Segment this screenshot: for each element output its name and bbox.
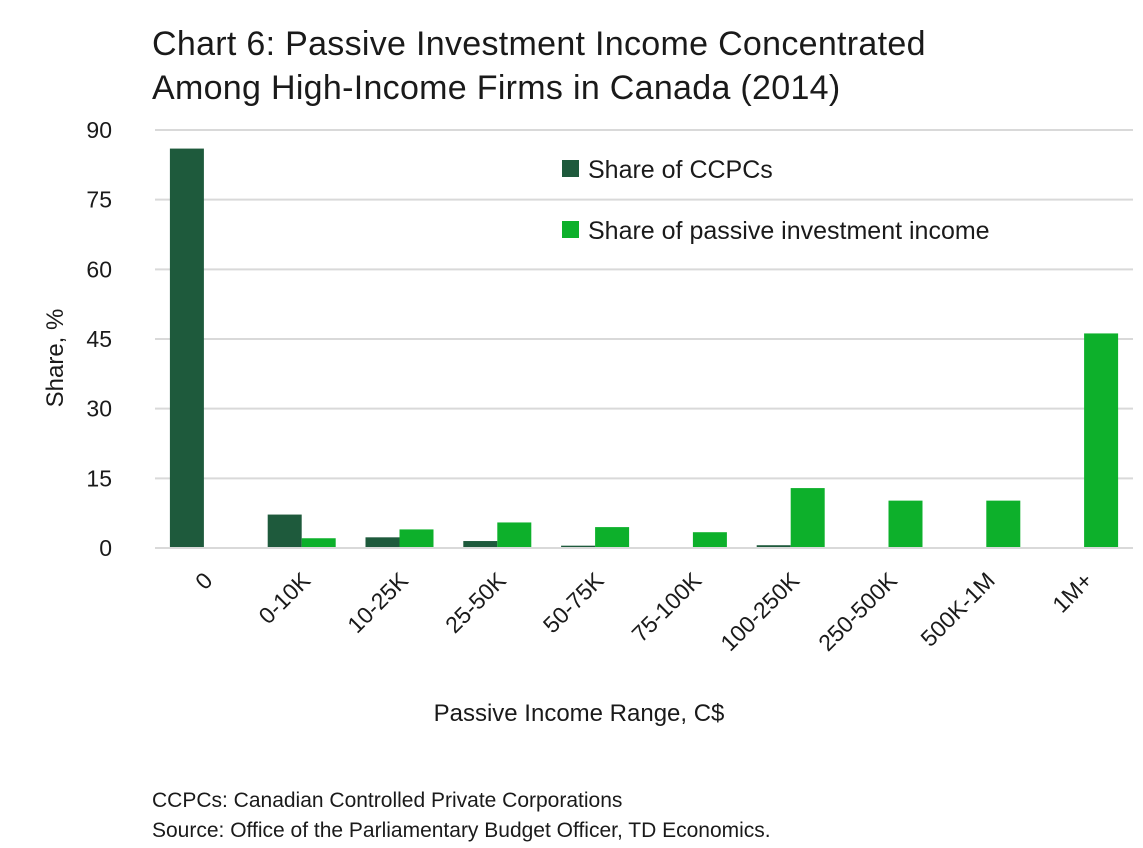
bar-passive-income-share — [301, 538, 336, 548]
bar-passive-income-share — [790, 488, 825, 548]
bar-ccpc-share — [169, 148, 204, 549]
y-tick-label: 60 — [86, 256, 112, 282]
y-tick-label: 90 — [86, 117, 112, 143]
legend-swatch — [562, 221, 579, 238]
x-tick-label: 100-250K — [715, 567, 804, 656]
legend-label: Share of passive investment income — [588, 217, 990, 245]
y-axis-label: Share, % — [42, 309, 69, 408]
x-tick-label: 0-10K — [253, 567, 315, 629]
chart-title-line-1: Chart 6: Passive Investment Income Conce… — [152, 25, 926, 63]
footnote-source: Source: Office of the Parliamentary Budg… — [152, 819, 771, 842]
legend-label: Share of CCPCs — [588, 156, 773, 184]
bar-passive-income-share — [1084, 333, 1119, 548]
bar-passive-income-share — [888, 500, 923, 548]
chart-title: Chart 6: Passive Investment Income Conce… — [152, 22, 1132, 110]
x-tick-label: 50-75K — [538, 567, 609, 638]
x-tick-label: 0 — [190, 567, 217, 594]
x-tick-label: 10-25K — [342, 567, 413, 638]
y-axis-ticks: 0 15 30 45 60 75 90 — [86, 117, 112, 561]
bar-passive-income-share — [595, 527, 630, 548]
y-tick-label: 75 — [86, 187, 112, 213]
x-axis-ticks: 0 0-10K 10-25K 25-50K 50-75K 75-100K 100-250K 2… — [190, 567, 1098, 656]
legend-swatch — [562, 160, 579, 177]
bar-ccpc-share — [561, 545, 596, 548]
footnotes: CCPCs: Canadian Controlled Private Corpo… — [152, 786, 771, 846]
bar-ccpc-share — [756, 545, 791, 548]
bar-ccpc-share — [267, 514, 302, 548]
x-tick-label: 75-100K — [627, 567, 707, 647]
gridlines — [155, 129, 1133, 480]
bar-ccpc-share — [365, 537, 400, 548]
legend: Share of CCPCs Share of passive investmen… — [562, 156, 990, 245]
chart-title-line-2: Among High-Income Firms in Canada (2014) — [152, 69, 841, 107]
bar-passive-income-share — [497, 522, 532, 548]
y-tick-label: 30 — [86, 396, 112, 422]
footnote-abbreviation: CCPCs: Canadian Controlled Private Corpo… — [152, 789, 623, 812]
bars — [169, 148, 1119, 549]
bar-passive-income-share — [692, 532, 727, 548]
x-tick-label: 25-50K — [440, 567, 511, 638]
bar-passive-income-share — [399, 529, 434, 548]
bar-passive-income-share — [986, 500, 1021, 548]
x-tick-label: 250-500K — [813, 567, 902, 656]
x-axis-label: Passive Income Range, C$ — [434, 700, 725, 727]
x-tick-label: 1M+ — [1047, 567, 1097, 617]
y-tick-label: 15 — [86, 465, 112, 491]
x-tick-label: 500K-1M — [915, 567, 999, 651]
y-tick-label: 45 — [86, 326, 112, 352]
y-tick-label: 0 — [99, 535, 112, 561]
bar-ccpc-share — [463, 541, 498, 548]
